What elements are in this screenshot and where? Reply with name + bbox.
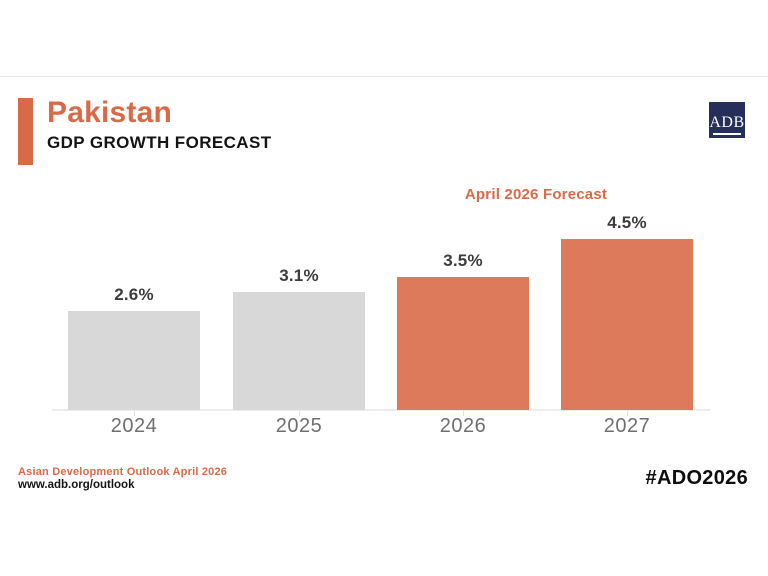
adb-logo-rule <box>713 133 741 135</box>
x-axis-tick <box>463 411 464 416</box>
bar-2024 <box>68 311 200 410</box>
x-axis-label: 2024 <box>110 415 158 437</box>
bar-value-label: 2.6% <box>114 285 154 304</box>
x-axis-line <box>52 409 710 411</box>
bar-value-label: 3.1% <box>279 266 319 285</box>
title-block: Pakistan GDP GROWTH FORECAST <box>47 96 272 151</box>
source-url: www.adb.org/outlook <box>18 479 135 491</box>
bar-value-label: 3.5% <box>443 251 483 270</box>
bar-2025 <box>233 292 365 410</box>
bar-value-label: 4.5% <box>607 213 647 232</box>
x-axis-label: 2026 <box>439 415 487 437</box>
x-axis-tick <box>627 411 628 416</box>
adb-logo-text: ADB <box>709 114 745 131</box>
slide-top-edge-line <box>0 76 768 77</box>
forecast-annotation: April 2026 Forecast <box>464 186 608 203</box>
x-axis-tick <box>134 411 135 416</box>
title-accent-bar <box>18 98 33 165</box>
bar-2026 <box>397 277 529 410</box>
bar-2027 <box>561 239 693 410</box>
adb-logo: ADB <box>709 102 745 138</box>
x-axis-label: 2027 <box>603 415 651 437</box>
source-text: Asian Development Outlook April 2026 <box>18 466 228 478</box>
x-axis-tick <box>299 411 300 416</box>
country-title: Pakistan <box>47 96 172 129</box>
hashtag-text: #ADO2026 <box>645 467 748 489</box>
x-axis-label: 2025 <box>275 415 323 437</box>
chart-subtitle: GDP GROWTH FORECAST <box>47 132 272 152</box>
